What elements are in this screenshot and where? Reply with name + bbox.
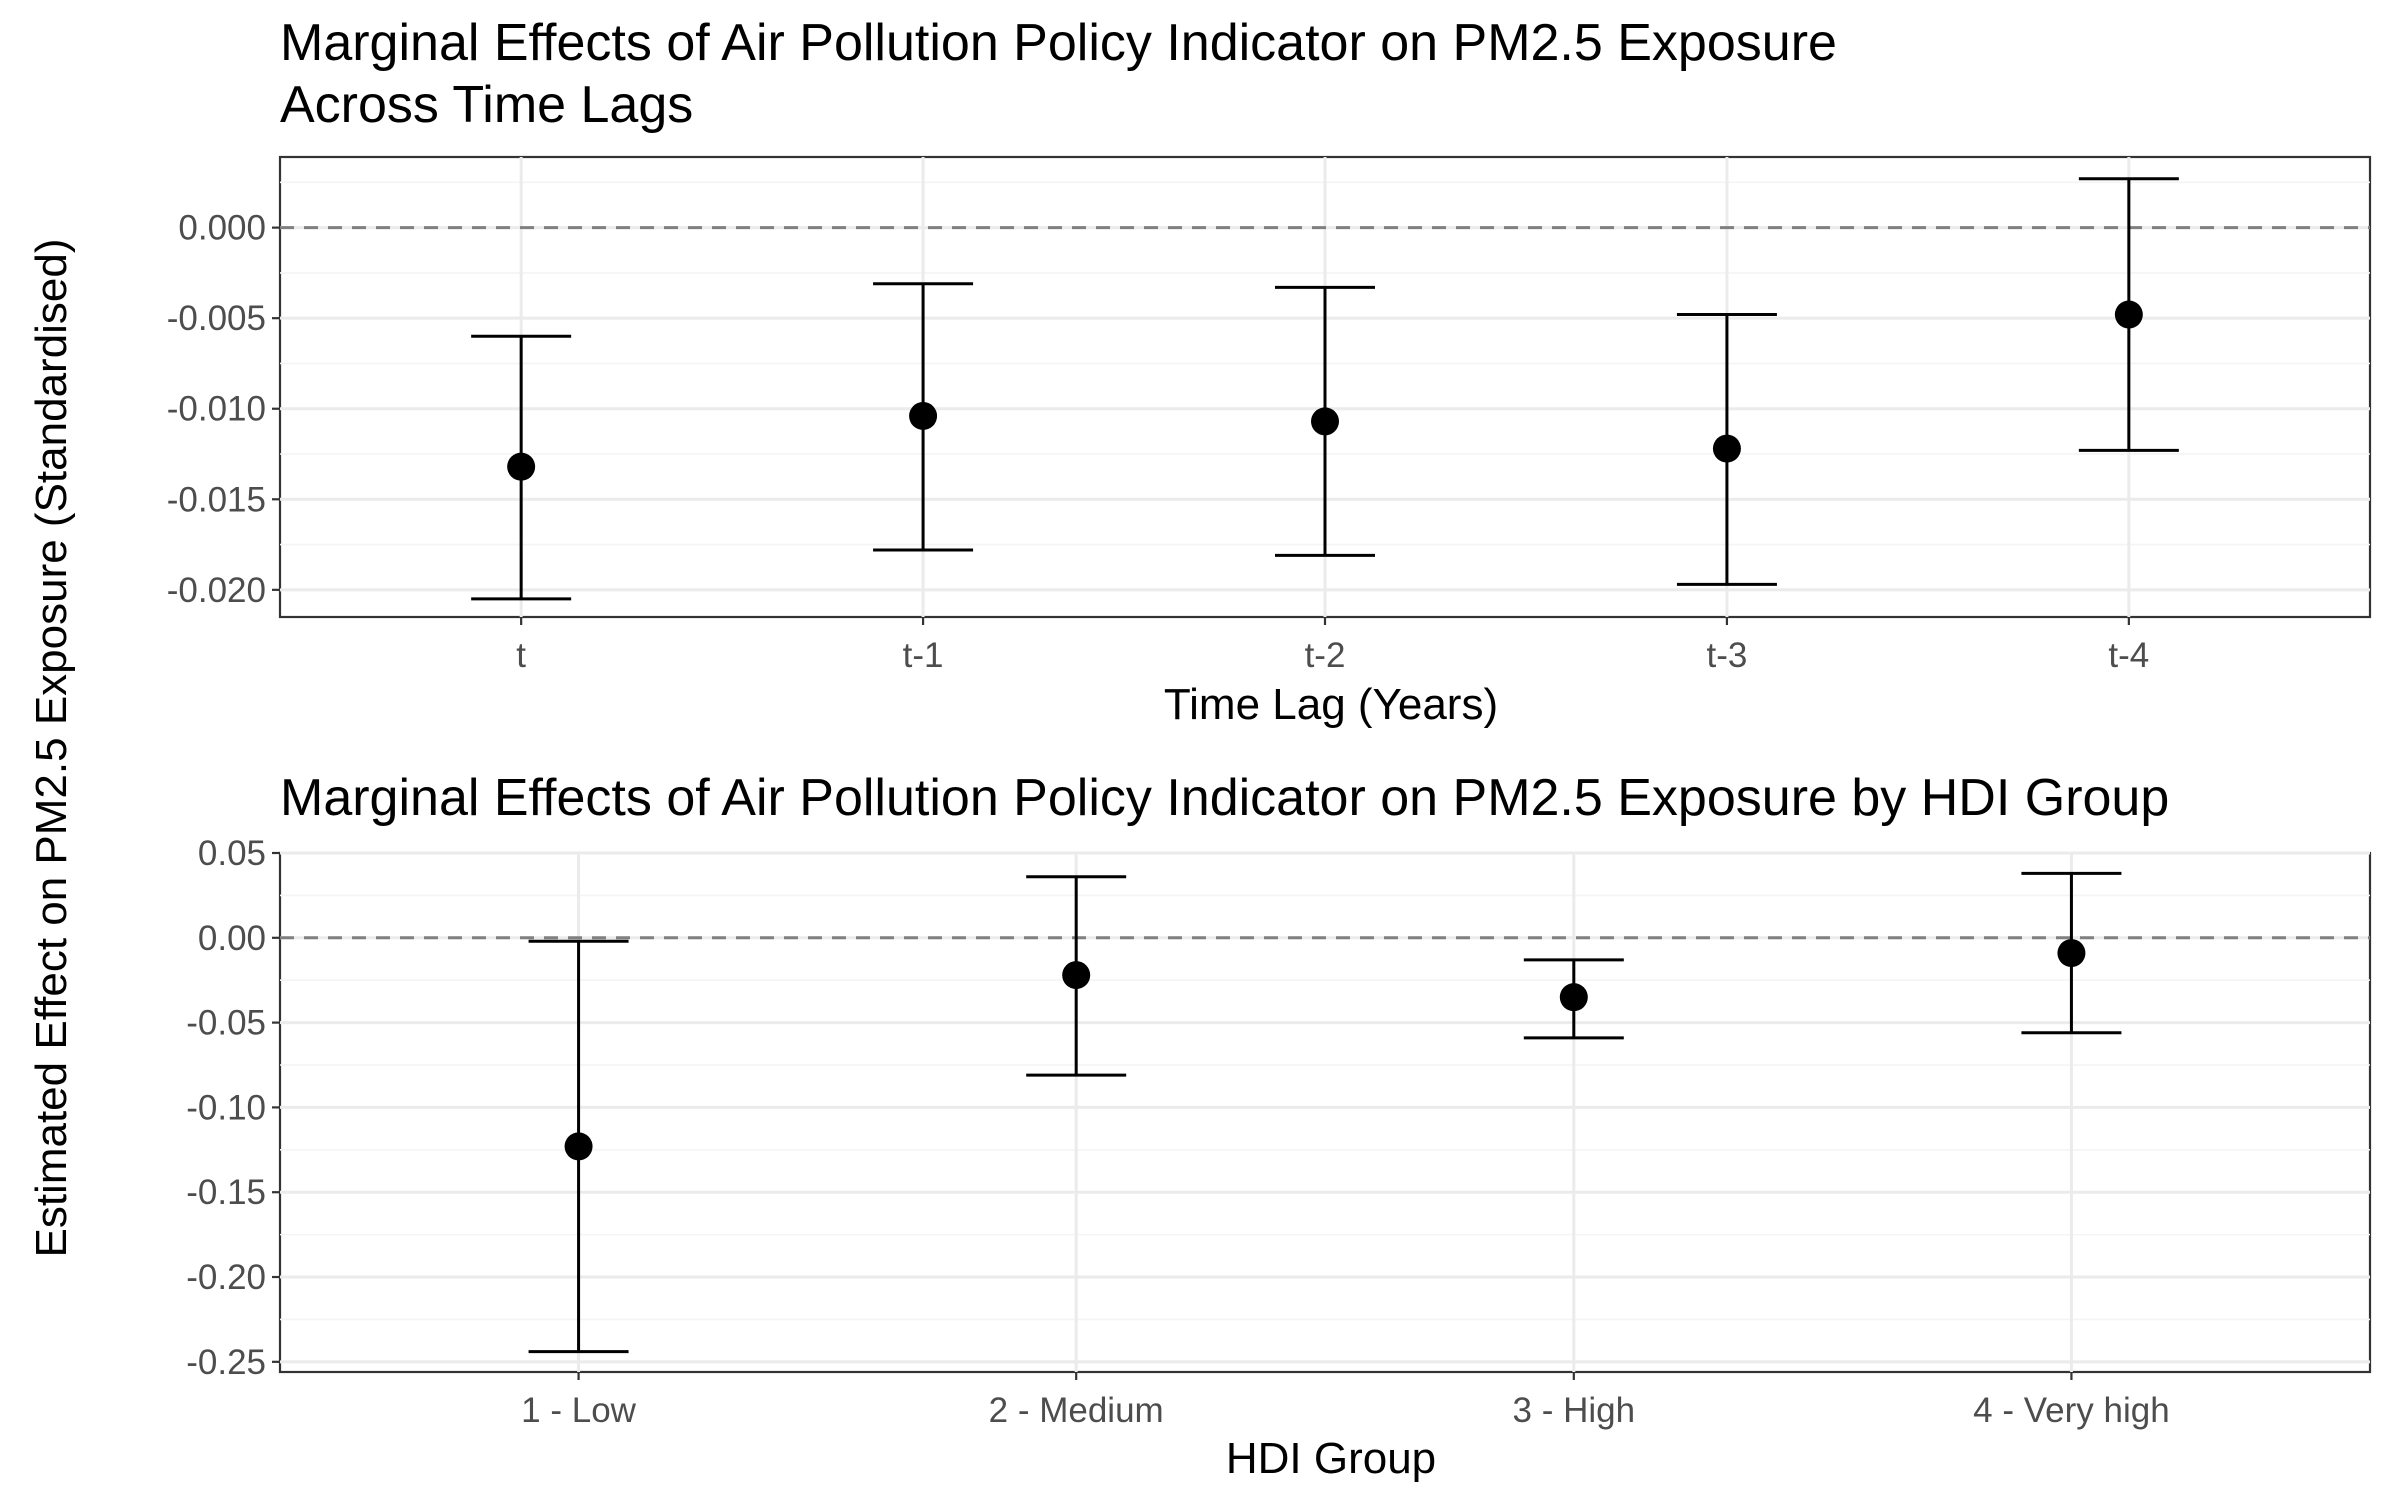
estimate-point bbox=[1062, 961, 1091, 990]
estimate-point bbox=[1559, 983, 1588, 1012]
x-tick-label: t-1 bbox=[903, 636, 944, 675]
panel-1-title-line-1: Marginal Effects of Air Pollution Policy… bbox=[280, 14, 1837, 72]
x-tick-label: t-4 bbox=[2108, 636, 2149, 675]
y-tick-label: -0.020 bbox=[167, 571, 266, 610]
panel-2-title-line-1: Marginal Effects of Air Pollution Policy… bbox=[280, 769, 2169, 827]
x-tick-label: t-3 bbox=[1706, 636, 1747, 675]
panel-2-x-axis-title: HDI Group bbox=[1226, 1434, 1436, 1483]
y-tick-label: -0.25 bbox=[186, 1343, 266, 1382]
x-tick-label: t bbox=[516, 636, 526, 675]
estimate-point bbox=[564, 1132, 593, 1161]
estimate-point bbox=[909, 401, 938, 430]
x-tick-label: 2 - Medium bbox=[989, 1391, 1164, 1430]
y-tick-label: -0.05 bbox=[186, 1004, 266, 1043]
y-tick-label: -0.005 bbox=[167, 299, 266, 338]
y-tick-label: 0.05 bbox=[198, 834, 266, 873]
y-tick-label: -0.15 bbox=[186, 1173, 266, 1212]
shared-y-axis-title: Estimated Effect on PM2.5 Exposure (Stan… bbox=[27, 238, 76, 1257]
time-lag-panel: Marginal Effects of Air Pollution Policy… bbox=[167, 14, 2372, 729]
y-tick-label: -0.10 bbox=[186, 1088, 266, 1127]
x-tick-label: t-2 bbox=[1305, 636, 1346, 675]
panel-1-x-axis-title: Time Lag (Years) bbox=[1164, 680, 1498, 729]
y-tick-label: -0.20 bbox=[186, 1258, 266, 1297]
panel-background bbox=[278, 851, 2372, 1374]
x-tick-label: 1 - Low bbox=[521, 1391, 636, 1430]
estimate-point bbox=[1712, 434, 1741, 463]
estimate-point bbox=[1311, 407, 1339, 436]
y-tick-label: 0.00 bbox=[198, 919, 266, 958]
estimate-point bbox=[2114, 300, 2143, 329]
estimate-point bbox=[507, 452, 536, 481]
hdi-group-panel: Marginal Effects of Air Pollution Policy… bbox=[186, 769, 2372, 1483]
panel-1-title-line-2: Across Time Lags bbox=[280, 76, 693, 134]
y-tick-label: 0.000 bbox=[178, 209, 266, 248]
x-tick-label: 3 - High bbox=[1513, 1391, 1636, 1430]
y-tick-label: -0.010 bbox=[167, 390, 266, 429]
estimate-point bbox=[2057, 939, 2086, 968]
y-tick-label: -0.015 bbox=[167, 480, 266, 519]
x-tick-label: 4 - Very high bbox=[1973, 1391, 2170, 1430]
